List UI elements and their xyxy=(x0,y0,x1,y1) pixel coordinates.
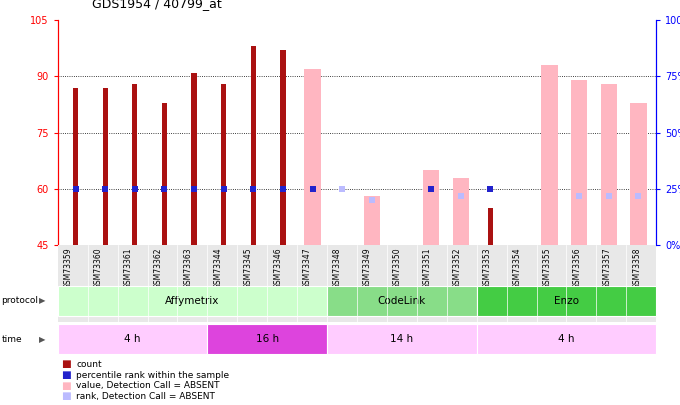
Text: GSM73352: GSM73352 xyxy=(453,247,462,288)
Bar xyxy=(162,103,167,245)
Text: GDS1954 / 40799_at: GDS1954 / 40799_at xyxy=(92,0,222,10)
Text: 4 h: 4 h xyxy=(124,334,141,344)
Text: GSM73360: GSM73360 xyxy=(94,247,103,289)
Bar xyxy=(600,84,617,245)
Text: count: count xyxy=(76,360,102,369)
Bar xyxy=(132,84,137,245)
Text: GSM73354: GSM73354 xyxy=(513,247,522,289)
Bar xyxy=(251,47,256,245)
Text: GSM73361: GSM73361 xyxy=(124,247,133,288)
Bar xyxy=(423,170,439,245)
Bar xyxy=(452,178,469,245)
Text: GSM73363: GSM73363 xyxy=(184,247,192,289)
Text: Affymetrix: Affymetrix xyxy=(165,296,220,306)
Bar xyxy=(541,65,558,245)
Text: GSM73356: GSM73356 xyxy=(573,247,581,289)
Bar xyxy=(280,50,286,245)
Text: Enzo: Enzo xyxy=(554,296,579,306)
Bar xyxy=(103,88,108,245)
Text: CodeLink: CodeLink xyxy=(378,296,426,306)
Text: ■: ■ xyxy=(61,360,71,369)
Text: ▶: ▶ xyxy=(39,335,46,344)
Bar xyxy=(364,196,380,245)
Text: GSM73357: GSM73357 xyxy=(602,247,611,289)
Text: GSM73358: GSM73358 xyxy=(632,247,641,288)
Text: 16 h: 16 h xyxy=(256,334,279,344)
Bar xyxy=(571,80,588,245)
Text: rank, Detection Call = ABSENT: rank, Detection Call = ABSENT xyxy=(76,392,215,401)
Text: ▶: ▶ xyxy=(39,296,46,305)
Text: value, Detection Call = ABSENT: value, Detection Call = ABSENT xyxy=(76,381,220,390)
Bar xyxy=(630,103,647,245)
Text: GSM73344: GSM73344 xyxy=(214,247,222,289)
Text: ■: ■ xyxy=(61,370,71,380)
Bar xyxy=(73,88,78,245)
Text: GSM73351: GSM73351 xyxy=(423,247,432,288)
Text: GSM73362: GSM73362 xyxy=(154,247,163,288)
Text: GSM73350: GSM73350 xyxy=(393,247,402,289)
Text: GSM73348: GSM73348 xyxy=(333,247,342,288)
Text: GSM73359: GSM73359 xyxy=(64,247,73,289)
Bar xyxy=(305,69,321,245)
Text: ■: ■ xyxy=(61,391,71,401)
Text: 4 h: 4 h xyxy=(558,334,575,344)
Text: GSM73347: GSM73347 xyxy=(303,247,312,289)
Bar xyxy=(488,208,493,245)
Text: 14 h: 14 h xyxy=(390,334,413,344)
Text: GSM73353: GSM73353 xyxy=(483,247,492,289)
Text: GSM73346: GSM73346 xyxy=(273,247,282,289)
Text: protocol: protocol xyxy=(1,296,38,305)
Text: GSM73345: GSM73345 xyxy=(243,247,252,289)
Text: percentile rank within the sample: percentile rank within the sample xyxy=(76,371,229,379)
Text: GSM73355: GSM73355 xyxy=(543,247,551,289)
Bar xyxy=(221,84,226,245)
Bar xyxy=(191,73,197,245)
Text: GSM73349: GSM73349 xyxy=(363,247,372,289)
Text: time: time xyxy=(1,335,22,344)
Text: ■: ■ xyxy=(61,381,71,390)
